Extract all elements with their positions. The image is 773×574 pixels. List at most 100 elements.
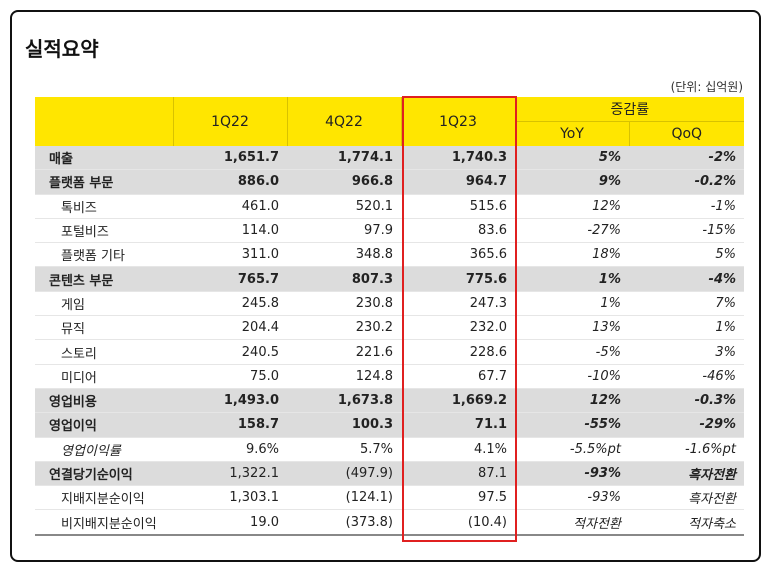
table-row: 톡비즈 461.0 520.1 515.6 12% -1% <box>35 194 745 219</box>
cell-4q22: (373.8) <box>287 509 401 536</box>
page-title: 실적요약 <box>25 37 99 61</box>
cell-4q22: 100.3 <box>287 412 401 438</box>
row-label: 연결당기순이익 <box>35 461 173 487</box>
table-row: 뮤직 204.4 230.2 232.0 13% 1% <box>35 315 745 341</box>
row-label: 콘텐츠 부문 <box>35 266 173 292</box>
cell-1q23: 515.6 <box>401 194 515 219</box>
cell-yoy: 12% <box>515 388 629 414</box>
row-label: 지배지분순이익 <box>35 485 173 511</box>
row-label: 미디어 <box>35 364 173 389</box>
table-row: 플랫폼 기타 311.0 348.8 365.6 18% 5% <box>35 242 745 268</box>
cell-1q22: 19.0 <box>173 509 287 536</box>
table-row: 지배지분순이익 1,303.1 (124.1) 97.5 -93% 흑자전환 <box>35 485 745 511</box>
cell-yoy: -55% <box>515 412 629 438</box>
header-4q22: 4Q22 <box>287 97 402 146</box>
cell-1q22: 245.8 <box>173 291 287 317</box>
cell-qoq: 흑자전환 <box>629 461 745 487</box>
cell-yoy: -5% <box>515 339 629 365</box>
cell-4q22: (124.1) <box>287 485 401 511</box>
row-label: 플랫폼 부문 <box>35 169 173 195</box>
cell-1q22: 75.0 <box>173 364 287 389</box>
cell-qoq: 5% <box>629 242 745 268</box>
cell-1q22: 1,493.0 <box>173 388 287 414</box>
header-1q23: 1Q23 <box>401 97 516 146</box>
cell-1q22: 9.6% <box>173 437 287 462</box>
cell-1q23: 71.1 <box>401 412 515 438</box>
cell-yoy: -93% <box>515 485 629 511</box>
unit-note: (단위: 십억원) <box>670 80 743 94</box>
cell-4q22: 807.3 <box>287 266 401 292</box>
cell-1q23: 964.7 <box>401 169 515 195</box>
cell-1q23: 228.6 <box>401 339 515 365</box>
row-label: 톡비즈 <box>35 194 173 219</box>
cell-4q22: 966.8 <box>287 169 401 195</box>
cell-1q22: 114.0 <box>173 218 287 244</box>
cell-1q23: 1,740.3 <box>401 146 515 171</box>
table-row: 콘텐츠 부문 765.7 807.3 775.6 1% -4% <box>35 266 745 292</box>
cell-yoy: 12% <box>515 194 629 219</box>
cell-4q22: 1,673.8 <box>287 388 401 414</box>
cell-1q23: 775.6 <box>401 266 515 292</box>
row-label: 플랫폼 기타 <box>35 242 173 268</box>
cell-1q23: 4.1% <box>401 437 515 462</box>
table-row: 미디어 75.0 124.8 67.7 -10% -46% <box>35 364 745 389</box>
cell-yoy: -93% <box>515 461 629 487</box>
cell-1q23: 83.6 <box>401 218 515 244</box>
cell-qoq: 적자축소 <box>629 509 745 536</box>
cell-qoq: -1.6%pt <box>629 437 745 462</box>
row-label: 비지배지분순이익 <box>35 509 173 536</box>
cell-4q22: 221.6 <box>287 339 401 365</box>
cell-qoq: -0.2% <box>629 169 745 195</box>
cell-1q22: 886.0 <box>173 169 287 195</box>
cell-4q22: (497.9) <box>287 461 401 487</box>
cell-1q22: 1,303.1 <box>173 485 287 511</box>
header-qoq: QoQ <box>629 121 745 146</box>
cell-qoq: -29% <box>629 412 745 438</box>
cell-qoq: 흑자전환 <box>629 485 745 511</box>
cell-1q23: 232.0 <box>401 315 515 341</box>
header-blank <box>35 97 174 146</box>
cell-4q22: 230.8 <box>287 291 401 317</box>
row-label: 포털비즈 <box>35 218 173 244</box>
cell-yoy: 9% <box>515 169 629 195</box>
table-row: 영업이익률 9.6% 5.7% 4.1% -5.5%pt -1.6%pt <box>35 437 745 462</box>
header-1q22: 1Q22 <box>173 97 288 146</box>
row-label: 영업이익 <box>35 412 173 438</box>
cell-1q23: 67.7 <box>401 364 515 389</box>
cell-1q23: 1,669.2 <box>401 388 515 414</box>
cell-4q22: 5.7% <box>287 437 401 462</box>
cell-1q22: 765.7 <box>173 266 287 292</box>
cell-yoy: 1% <box>515 266 629 292</box>
cell-1q23: 87.1 <box>401 461 515 487</box>
cell-yoy: 1% <box>515 291 629 317</box>
cell-1q22: 204.4 <box>173 315 287 341</box>
table-row: 연결당기순이익 1,322.1 (497.9) 87.1 -93% 흑자전환 <box>35 461 745 487</box>
cell-1q22: 240.5 <box>173 339 287 365</box>
cell-4q22: 1,774.1 <box>287 146 401 171</box>
cell-yoy: 적자전환 <box>515 509 629 536</box>
cell-1q22: 461.0 <box>173 194 287 219</box>
row-label: 매출 <box>35 146 173 171</box>
cell-1q22: 311.0 <box>173 242 287 268</box>
cell-qoq: -15% <box>629 218 745 244</box>
header-change-group: 증감률 <box>515 97 745 122</box>
cell-4q22: 520.1 <box>287 194 401 219</box>
cell-qoq: 1% <box>629 315 745 341</box>
cell-yoy: 18% <box>515 242 629 268</box>
table-row: 포털비즈 114.0 97.9 83.6 -27% -15% <box>35 218 745 244</box>
header-yoy: YoY <box>515 121 630 146</box>
cell-yoy: 13% <box>515 315 629 341</box>
cell-qoq: -2% <box>629 146 745 171</box>
cell-4q22: 124.8 <box>287 364 401 389</box>
cell-1q23: (10.4) <box>401 509 515 536</box>
row-label: 스토리 <box>35 339 173 365</box>
table-row: 플랫폼 부문 886.0 966.8 964.7 9% -0.2% <box>35 169 745 195</box>
table-row: 매출 1,651.7 1,774.1 1,740.3 5% -2% <box>35 146 745 171</box>
cell-1q22: 1,322.1 <box>173 461 287 487</box>
cell-qoq: -46% <box>629 364 745 389</box>
cell-yoy: -5.5%pt <box>515 437 629 462</box>
cell-4q22: 230.2 <box>287 315 401 341</box>
cell-qoq: -4% <box>629 266 745 292</box>
cell-1q23: 365.6 <box>401 242 515 268</box>
cell-yoy: -27% <box>515 218 629 244</box>
